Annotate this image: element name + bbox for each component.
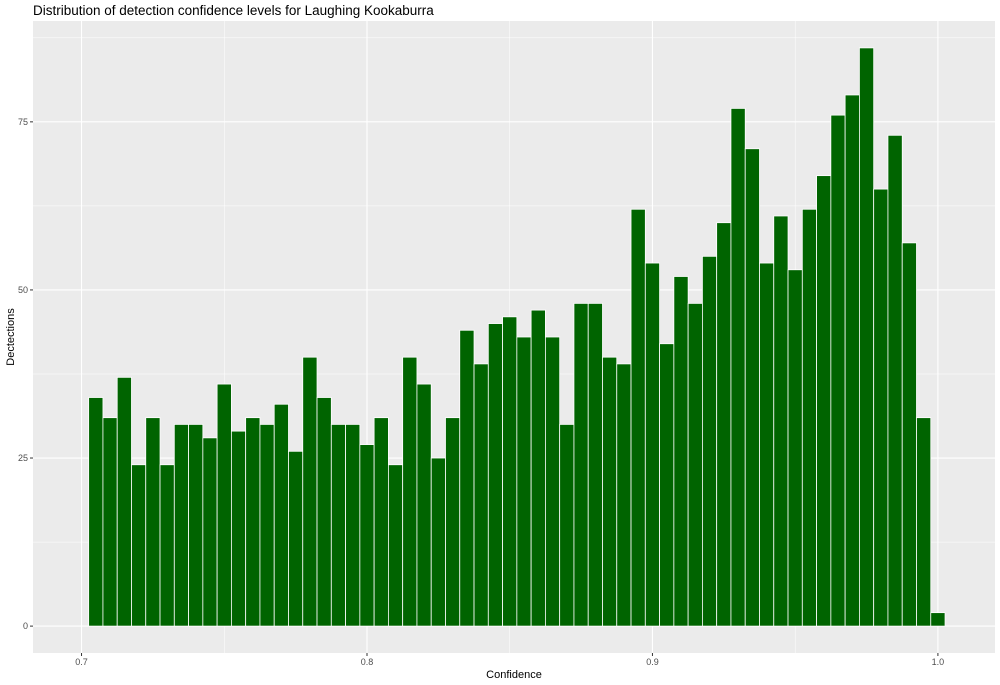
histogram-bar <box>487 323 503 627</box>
y-axis-label: Dectections <box>5 308 17 366</box>
histogram-bar <box>473 363 489 627</box>
histogram-bar <box>859 47 875 627</box>
histogram-bar <box>345 424 361 627</box>
histogram-bar <box>202 437 218 627</box>
histogram-bar <box>445 417 461 627</box>
histogram-bar <box>430 457 446 627</box>
histogram-bar <box>830 114 846 627</box>
histogram-bar <box>359 444 375 627</box>
histogram-bar <box>687 302 703 627</box>
x-tick-label: 0.7 <box>75 657 88 667</box>
x-tick-label: 0.9 <box>646 657 659 667</box>
histogram-bar <box>673 276 689 627</box>
histogram-bar <box>759 262 775 627</box>
histogram-bar <box>316 397 332 627</box>
histogram-bar <box>530 309 546 627</box>
histogram-bar <box>516 336 532 627</box>
histogram-bar <box>88 397 104 627</box>
histogram-bar <box>644 262 660 627</box>
histogram-bar <box>659 343 675 627</box>
histogram-bar <box>587 302 603 627</box>
histogram-bar <box>288 450 304 627</box>
histogram-bar <box>387 464 404 627</box>
histogram-bar <box>573 302 589 627</box>
histogram-bar <box>930 612 946 627</box>
histogram-bar <box>730 108 746 627</box>
histogram-bar <box>773 215 789 627</box>
histogram-bar <box>373 417 389 627</box>
histogram-bar <box>402 356 418 627</box>
histogram-bar <box>816 175 832 627</box>
histogram-bar <box>173 424 189 627</box>
histogram-bar <box>259 424 275 627</box>
histogram-bar <box>873 188 889 627</box>
histogram-bar <box>230 430 247 627</box>
histogram-bar <box>116 376 132 627</box>
histogram-bar <box>702 255 718 627</box>
histogram-bar <box>887 134 903 627</box>
axis-ticks: 0.7 0.8 0.9 1.0 0 25 50 75 <box>18 117 944 667</box>
x-tick-label: 1.0 <box>932 657 945 667</box>
histogram-bar <box>416 383 432 627</box>
x-tick-label: 0.8 <box>361 657 374 667</box>
histogram-bar <box>916 417 932 627</box>
histogram-bar <box>844 94 860 627</box>
histogram-bar <box>502 316 518 627</box>
histogram-bar <box>787 269 803 627</box>
histogram-bar <box>188 424 204 627</box>
histogram-bar <box>131 464 147 627</box>
histogram-bar <box>273 403 289 627</box>
histogram-bar <box>159 464 175 627</box>
y-tick-label: 25 <box>18 453 28 463</box>
histogram-bar <box>602 356 618 627</box>
histogram-bar <box>302 356 318 627</box>
histogram-bar <box>216 383 232 627</box>
histogram-bar <box>245 417 261 627</box>
histogram-bar <box>716 222 732 627</box>
y-tick-label: 50 <box>18 285 28 295</box>
y-tick-label: 75 <box>18 117 28 127</box>
histogram-bar <box>459 329 475 627</box>
histogram-bar <box>145 417 161 627</box>
chart-title: Distribution of detection confidence lev… <box>33 3 434 18</box>
histogram-bar <box>616 363 632 627</box>
histogram-bar <box>545 336 561 627</box>
x-axis-label: Confidence <box>486 669 542 681</box>
y-tick-label: 0 <box>23 621 28 631</box>
histogram-bar <box>801 208 817 627</box>
histogram-bar <box>901 242 917 627</box>
histogram-bar <box>744 148 760 627</box>
histogram-bar <box>330 424 346 627</box>
histogram-bar <box>102 417 118 627</box>
histogram-bar <box>559 424 575 627</box>
histogram-bar <box>630 208 646 627</box>
histogram-bars <box>88 47 946 627</box>
